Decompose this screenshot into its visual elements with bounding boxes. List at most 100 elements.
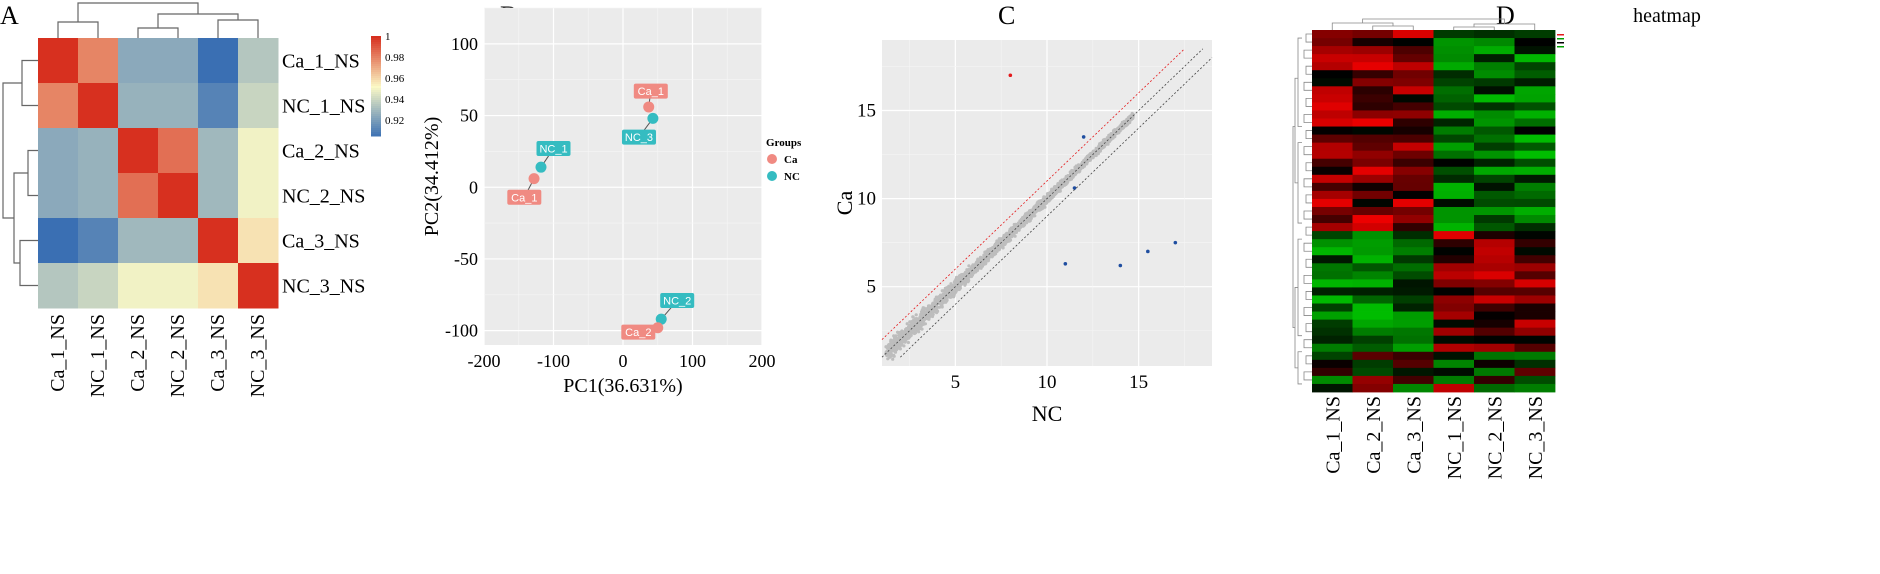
- heatmap-cell: [1312, 271, 1353, 280]
- gene-point: [904, 327, 909, 331]
- heatmap-cell: [1514, 215, 1556, 224]
- gene-point: [1065, 180, 1069, 184]
- legend-gradient-segment: [371, 78, 381, 81]
- heatmap-cell: [1312, 102, 1353, 111]
- gene-point: [981, 263, 985, 267]
- heatmap-cell: [1474, 198, 1515, 208]
- col-label: NC_2_NS: [1484, 396, 1506, 479]
- gene-point: [937, 305, 942, 309]
- heatmap-cell: [1393, 62, 1434, 71]
- heatmap-cell: [1352, 383, 1394, 393]
- gene-point: [910, 320, 914, 324]
- dendrogram-branch: [1292, 126, 1295, 329]
- legend-mark: [1557, 38, 1564, 40]
- legend-gradient-segment: [371, 104, 381, 107]
- heatmap-cell: [1352, 287, 1394, 296]
- row-label: NC_3_NS: [282, 276, 365, 298]
- heatmap-cell: [1352, 231, 1394, 240]
- heatmap-cell: [1474, 86, 1515, 95]
- heatmap-cell: [1514, 383, 1556, 393]
- gene-point: [1084, 162, 1089, 166]
- col-label: NC_2_NS: [167, 314, 189, 397]
- legend-gradient-segment: [371, 80, 381, 83]
- heatmap-cell: [1352, 327, 1394, 337]
- heatmap-cell: [1514, 166, 1556, 176]
- heatmap-cell: [1514, 206, 1556, 216]
- legend-gradient-segment: [371, 126, 381, 129]
- heatmap-cell: [1433, 94, 1475, 103]
- corr-cell: [118, 38, 159, 84]
- x-tick-label: 200: [749, 351, 776, 371]
- gene-point-outlier: [1063, 261, 1068, 266]
- gene-point: [1049, 191, 1053, 195]
- gene-point: [937, 295, 941, 299]
- dendrogram-branch: [1305, 162, 1312, 172]
- gene-point: [895, 337, 900, 341]
- corr-cell: [118, 218, 159, 264]
- legend-gradient-segment: [371, 82, 381, 85]
- heatmap-cell: [1433, 327, 1475, 337]
- pca-point: [528, 173, 540, 185]
- heatmap-cell: [1393, 351, 1434, 361]
- heatmap-cell: [1393, 150, 1434, 160]
- heatmap-cell: [1312, 223, 1353, 232]
- gene-point: [888, 355, 892, 359]
- legend-mark: [1557, 34, 1564, 36]
- heatmap-cell: [1514, 62, 1556, 71]
- gene-point: [1001, 246, 1005, 250]
- gene-point: [992, 253, 996, 257]
- panel-d-title: heatmap: [1633, 5, 1701, 27]
- gene-point: [1014, 222, 1018, 226]
- heatmap-cell: [1393, 38, 1434, 47]
- gene-point: [1111, 136, 1115, 140]
- dendrogram-branch: [217, 19, 259, 38]
- gene-point: [1058, 180, 1062, 184]
- legend-tick-label: 0.94: [385, 94, 405, 106]
- heatmap-cell: [1352, 38, 1394, 47]
- legend-gradient-segment: [371, 118, 381, 121]
- heatmap-cell: [1312, 62, 1353, 71]
- y-tick-label: 100: [451, 34, 478, 54]
- heatmap-cell: [1474, 287, 1515, 296]
- heatmap-cell: [1312, 70, 1353, 79]
- legend-gradient-segment: [371, 122, 381, 125]
- gene-point: [932, 304, 936, 308]
- col-label: Ca_1_NS: [1322, 396, 1344, 474]
- heatmap-cell: [1474, 38, 1515, 47]
- dendrogram-branch: [1305, 194, 1312, 204]
- point-label-box: [621, 129, 656, 145]
- heatmap-cell: [1433, 78, 1475, 87]
- heatmap-cell: [1514, 279, 1556, 288]
- dendrogram-branch: [1303, 371, 1312, 381]
- gene-point: [1126, 116, 1130, 120]
- heatmap-cell: [1474, 359, 1515, 369]
- gene-point: [1092, 150, 1096, 154]
- legend-tick-label: 0.98: [385, 52, 405, 64]
- gene-point: [1017, 228, 1021, 232]
- corr-cell: [158, 83, 199, 129]
- gene-point: [947, 294, 951, 298]
- dendrogram-branch: [1305, 130, 1312, 140]
- heatmap-cell: [1474, 62, 1515, 71]
- gene-point: [1035, 201, 1039, 206]
- heatmap-cell: [1352, 311, 1394, 320]
- gene-point: [927, 304, 931, 308]
- heatmap-cell: [1474, 255, 1515, 264]
- heatmap-cell: [1514, 102, 1556, 111]
- gene-point: [1014, 225, 1018, 229]
- heatmap-cell: [1433, 335, 1475, 345]
- heatmap-cell: [1352, 215, 1394, 224]
- corr-cell: [238, 83, 279, 129]
- point-label-box: [536, 141, 571, 157]
- row-label: Ca_3_NS: [282, 231, 360, 253]
- gene-point: [891, 357, 895, 361]
- legend-label: NC: [784, 171, 800, 183]
- dendrogram-branch: [1294, 77, 1298, 184]
- heatmap-cell: [1514, 158, 1556, 168]
- gene-point: [952, 295, 956, 299]
- gene-point: [1126, 121, 1130, 125]
- point-label: NC_1: [539, 144, 567, 156]
- point-label-box: [660, 293, 695, 309]
- heatmap-cell: [1433, 287, 1475, 296]
- dendrogram-branch: [1303, 81, 1312, 91]
